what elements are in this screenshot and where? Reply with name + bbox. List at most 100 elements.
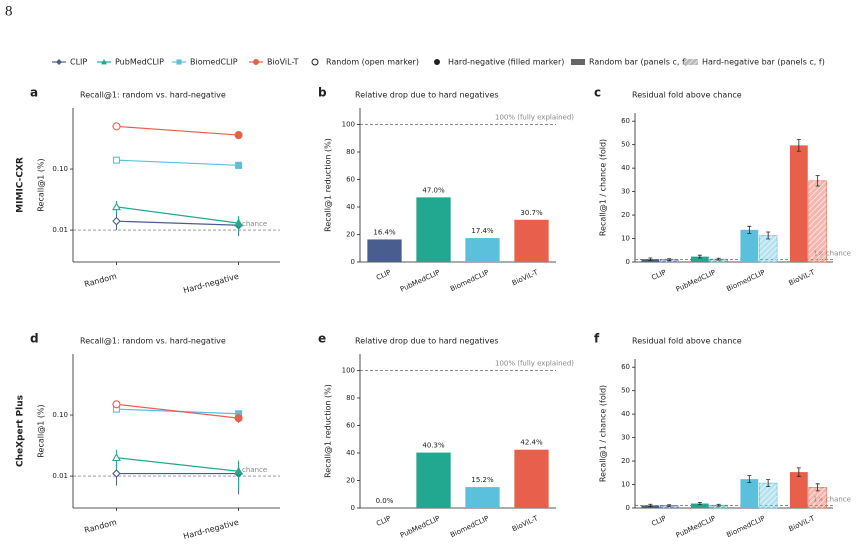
x-tick-label: CLIP — [650, 514, 667, 528]
y-axis-label: Recall@1 reduction (%) — [324, 138, 333, 232]
point — [112, 202, 121, 211]
legend-marker — [176, 59, 182, 65]
series-line — [116, 159, 239, 166]
series-line — [116, 125, 239, 136]
legend-marker — [253, 59, 259, 65]
legend-label: Hard-negative bar (panels c, f) — [702, 58, 825, 67]
value-label: 40.3% — [422, 442, 445, 450]
y-tick-label: 10 — [621, 481, 630, 489]
error-bar — [667, 258, 672, 261]
y-tick-label: 0 — [351, 258, 355, 266]
bar — [367, 239, 402, 262]
legend-label: Hard-negative (filled marker) — [448, 58, 564, 67]
y-tick-label: 50 — [621, 387, 630, 395]
bar — [740, 229, 759, 262]
legend-label: Random (open marker) — [326, 58, 419, 67]
series-line — [116, 206, 239, 224]
panel-title: Residual fold above chance — [632, 337, 742, 346]
error-bar — [697, 254, 702, 259]
y-tick-label: 100 — [342, 367, 355, 375]
series-line — [116, 403, 239, 419]
y-tick-label: 40 — [346, 203, 355, 211]
value-label: 16.4% — [373, 228, 396, 236]
reference-label: 100% (fully explained) — [495, 360, 574, 368]
row-label: MIMIC-CXR — [16, 157, 26, 213]
bar — [690, 256, 709, 262]
value-label: 17.4% — [471, 227, 494, 235]
reference-label: 1× chance — [813, 496, 851, 504]
x-tick-label: PubMedCLIP — [399, 514, 441, 539]
point — [112, 216, 121, 226]
value-label: 47.0% — [422, 186, 445, 194]
y-tick-label: 100 — [342, 121, 355, 129]
x-tick-label: Random — [83, 518, 118, 535]
x-tick-label: BioViL-T — [511, 268, 540, 287]
point — [234, 466, 244, 475]
error-bar — [766, 231, 771, 240]
error-bar — [766, 479, 771, 488]
y-tick-label: 20 — [346, 477, 355, 485]
point — [112, 122, 121, 131]
y-tick-label: 30 — [621, 188, 630, 196]
x-tick-label: BiomedCLIP — [449, 514, 490, 539]
y-tick-label: 40 — [621, 410, 630, 418]
x-tick-label: CLIP — [375, 514, 392, 528]
x-tick-label: Hard-negative — [182, 518, 239, 541]
y-tick-label: 0.10 — [52, 411, 68, 419]
point — [112, 453, 121, 462]
y-axis-label: Recall@1 (%) — [37, 404, 46, 457]
y-tick-label: 0.01 — [52, 226, 68, 234]
legend-label: BioViL-T — [267, 58, 299, 67]
bar-hatch — [808, 487, 827, 508]
legend-marker — [434, 59, 440, 65]
y-tick-label: 50 — [621, 141, 630, 149]
bar — [514, 449, 549, 508]
point — [234, 131, 243, 140]
panel-letter: a — [30, 86, 38, 100]
point — [112, 400, 121, 409]
panel-title: Residual fold above chance — [632, 91, 742, 100]
legend-marker — [56, 59, 62, 65]
value-label: 0.0% — [376, 497, 394, 505]
legend-swatch — [571, 59, 585, 65]
point — [112, 156, 120, 164]
y-tick-label: 30 — [621, 434, 630, 442]
value-label: 15.2% — [471, 476, 494, 484]
panel-title: Recall@1: random vs. hard-negative — [80, 91, 226, 100]
panel-letter: f — [594, 332, 600, 346]
x-tick-label: PubMedCLIP — [399, 268, 441, 293]
error-bar — [747, 475, 752, 484]
x-tick-label: BiomedCLIP — [725, 268, 766, 293]
y-tick-label: 60 — [346, 422, 355, 430]
y-tick-label: 40 — [346, 449, 355, 457]
error-bar — [796, 467, 801, 477]
y-tick-label: 0.10 — [52, 165, 68, 173]
x-tick-label: BioViL-T — [511, 514, 540, 533]
bar — [789, 145, 808, 262]
legend-label: Random bar (panels c, f) — [589, 58, 688, 67]
error-bar — [648, 503, 653, 507]
value-label: 42.4% — [520, 439, 543, 447]
y-tick-label: 60 — [621, 117, 630, 125]
x-tick-label: PubMedCLIP — [675, 268, 717, 293]
y-axis-label: Recall@1 / chance (fold) — [599, 139, 608, 236]
y-tick-label: 80 — [346, 148, 355, 156]
bar-hatch — [709, 505, 728, 508]
y-tick-label: 80 — [346, 394, 355, 402]
y-tick-label: 0 — [351, 504, 355, 512]
point — [234, 218, 244, 227]
y-tick-label: 20 — [621, 211, 630, 219]
value-label: 30.7% — [520, 209, 543, 217]
legend-label: PubMedCLIP — [115, 58, 164, 67]
series-line — [116, 457, 239, 472]
bar — [514, 219, 549, 262]
bar — [416, 452, 451, 508]
y-tick-label: 20 — [346, 231, 355, 239]
point — [235, 161, 243, 169]
reference-label: 1× chance — [813, 250, 851, 258]
reference-label: chance — [242, 466, 267, 474]
panel-title: Relative drop due to hard negatives — [355, 91, 499, 100]
panel-title: Relative drop due to hard negatives — [355, 337, 499, 346]
y-tick-label: 0 — [626, 504, 630, 512]
